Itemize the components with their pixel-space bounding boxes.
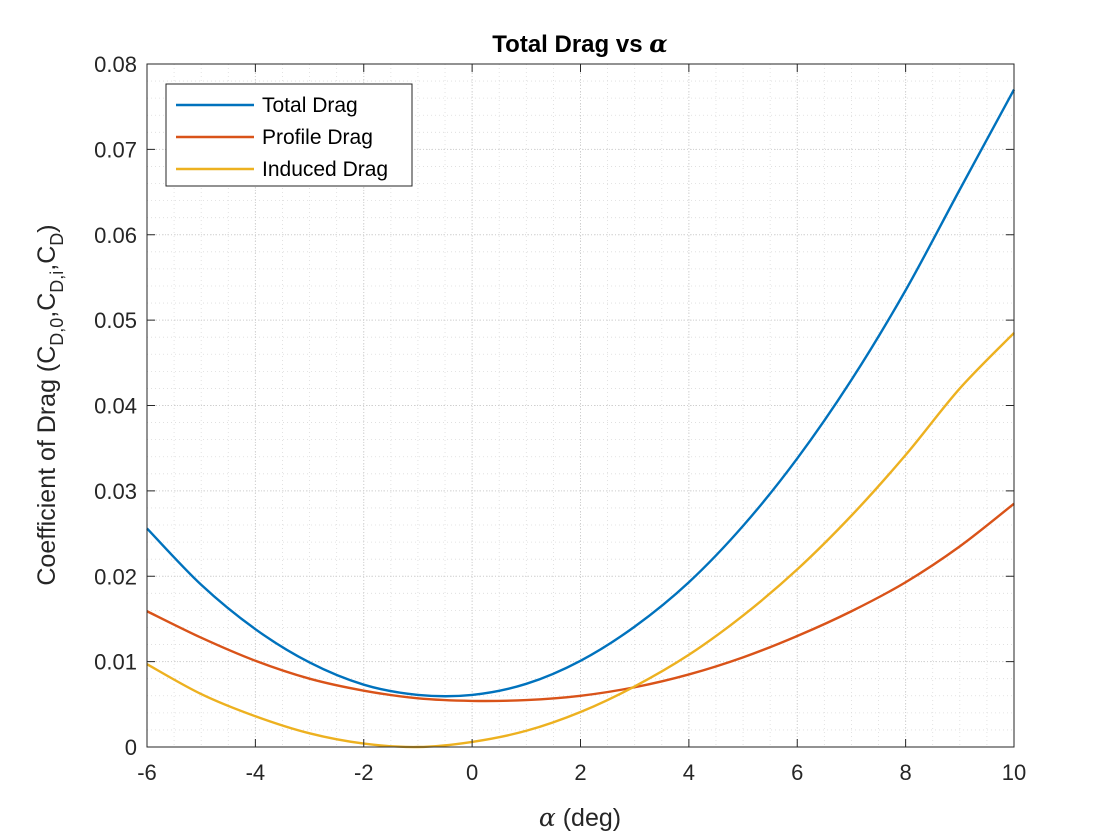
x-tick-labels: -6 -4 -2 0 2 4 6 8 10 (137, 760, 1026, 785)
y-tick-label: 0.08 (94, 52, 137, 77)
x-tick-label: 8 (900, 760, 912, 785)
y-tick-label: 0.01 (94, 650, 137, 675)
legend-label-total-drag: Total Drag (262, 94, 358, 117)
x-tick-label: -4 (246, 760, 266, 785)
x-tick-label: -2 (354, 760, 374, 785)
legend-label-profile-drag: Profile Drag (262, 126, 373, 149)
legend: Total Drag Profile Drag Induced Drag (165, 83, 413, 187)
tick-marks (146, 63, 1015, 748)
series-layer (146, 89, 1016, 749)
legend-label-induced-drag: Induced Drag (262, 158, 388, 181)
x-tick-label: 4 (683, 760, 695, 785)
series-line-total-drag (146, 89, 1016, 698)
x-tick-label: 6 (791, 760, 803, 785)
legend-entries: Total Drag Profile Drag Induced Drag (176, 94, 388, 181)
y-tick-labels: 0 0.01 0.02 0.03 0.04 0.05 0.06 0.07 0.08 (94, 52, 137, 760)
x-tick-label: 2 (574, 760, 586, 785)
y-tick-label: 0.04 (94, 394, 137, 419)
x-tick-label: 0 (466, 760, 478, 785)
series-line-profile-drag (146, 502, 1015, 703)
x-tick-label: 10 (1002, 760, 1026, 785)
x-tick-label: -6 (137, 760, 157, 785)
chart-title: Total Drag vs α (492, 29, 667, 58)
y-tick-label: 0.03 (94, 479, 137, 504)
y-axis-title: Coefficient of Drag (CD,0,CD,i,CD) (33, 224, 67, 585)
y-tick-label: 0 (125, 735, 137, 760)
y-tick-label: 0.07 (94, 137, 137, 162)
x-axis-title: α (deg) (539, 803, 621, 832)
y-tick-label: 0.05 (94, 308, 137, 333)
series-line-induced-drag (146, 332, 1015, 749)
y-tick-label: 0.06 (94, 223, 137, 248)
y-tick-label: 0.02 (94, 564, 137, 589)
